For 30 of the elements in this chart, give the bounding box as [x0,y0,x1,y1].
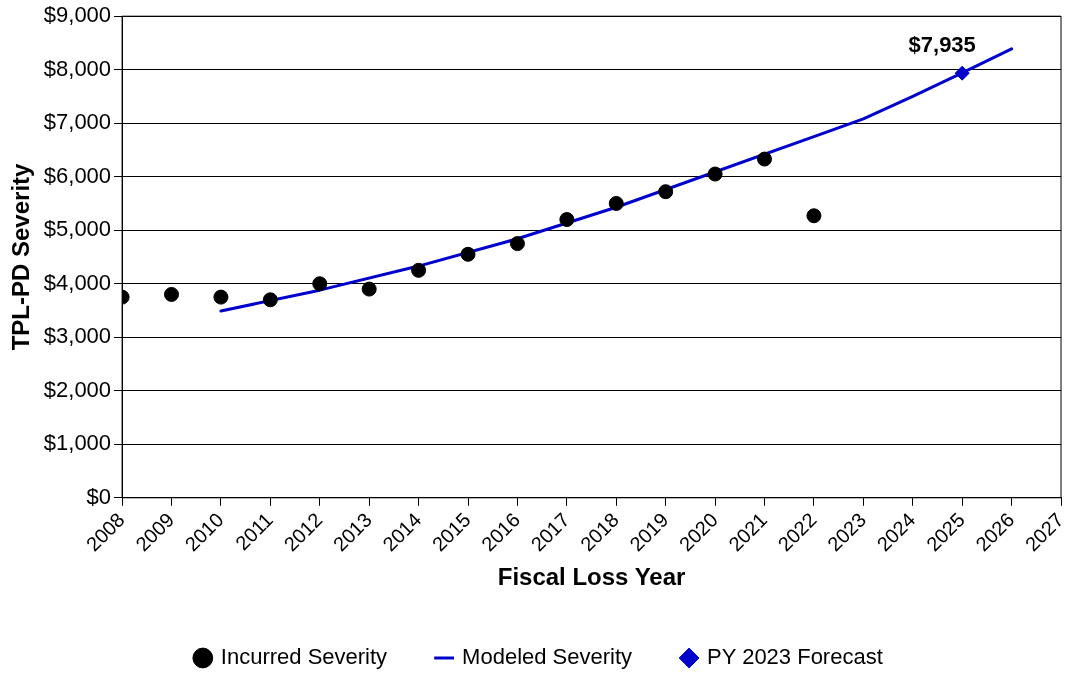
point [707,166,723,182]
y-tick-label: $4,000 [43,269,112,295]
legend-label: PY 2023 Forecast [707,644,883,670]
point [757,151,773,167]
legend-label: Modeled Severity [462,644,633,670]
legend-label: Incurred Severity [220,644,388,670]
point [460,246,476,262]
point [312,276,328,292]
point [262,292,278,308]
point [509,236,525,252]
point [213,289,229,305]
y-tick-label: $5,000 [43,216,112,242]
y-tick-label: $1,000 [43,430,112,456]
y-tick-label: $6,000 [43,162,112,188]
point [411,262,427,278]
y-axis-title: TPL-PD Severity [7,162,35,351]
point [361,281,377,297]
y-tick-label: $2,000 [43,376,112,402]
y-tick-label: $0 [86,483,112,509]
point [806,208,822,224]
point [164,286,180,302]
y-tick-label: $7,000 [43,109,112,135]
x-axis-title: Fiscal Loss Year [497,563,686,591]
data-label: $7,935 [908,32,976,58]
y-tick-label: $3,000 [43,323,112,349]
y-tick-label: $9,000 [43,2,112,28]
point [608,195,624,211]
point [658,184,674,200]
point [559,212,575,228]
y-tick-label: $8,000 [43,55,112,81]
